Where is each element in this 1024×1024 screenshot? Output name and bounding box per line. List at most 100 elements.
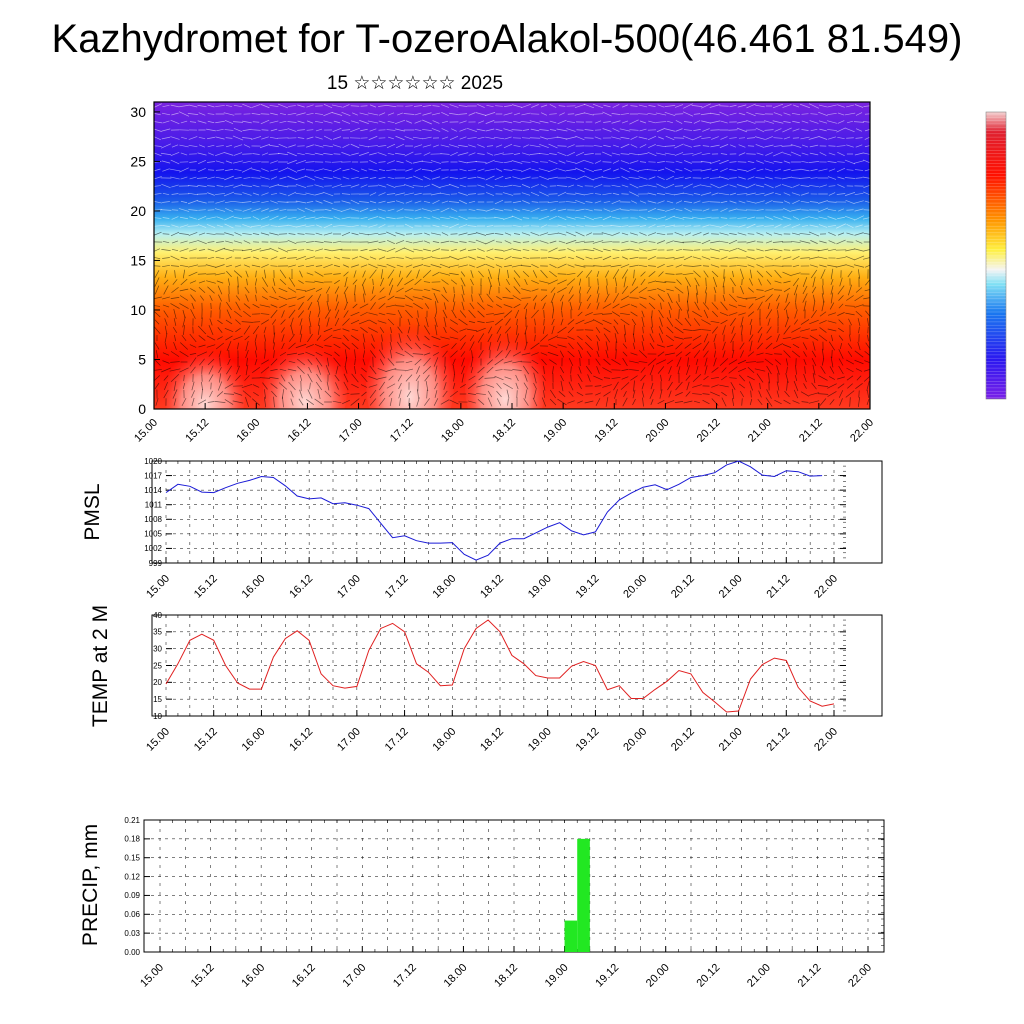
wind-vector: [585, 365, 593, 375]
wind-vector: [224, 215, 234, 221]
wind-vector: [335, 301, 339, 311]
wind-vector: [855, 383, 863, 389]
wind-vector: [764, 129, 774, 131]
wind-vector: [647, 358, 657, 366]
wind-vector: [441, 120, 449, 124]
wind-vector: [225, 240, 233, 244]
wind-vector: [477, 120, 485, 124]
wind-vector: [216, 216, 224, 220]
wind-vector: [741, 398, 743, 406]
wind-vector: [728, 239, 738, 245]
wind-vector: [830, 334, 834, 342]
wind-vector: [765, 271, 773, 277]
wind-vector: [542, 326, 546, 334]
wind-vector: [737, 232, 747, 236]
wind-vector: [801, 209, 809, 211]
wind-vector: [432, 224, 440, 228]
wind-vector: [765, 240, 773, 244]
wind-vector: [547, 256, 559, 260]
wind-vector: [201, 317, 203, 327]
wind-vector: [693, 270, 701, 278]
wind-vector: [746, 223, 756, 229]
wind-vector: [655, 216, 667, 220]
wind-vector: [630, 240, 638, 244]
wind-vector: [603, 121, 611, 123]
wind-vector: [440, 216, 450, 220]
wind-vector: [531, 201, 539, 203]
wind-vector: [703, 375, 709, 381]
wind-vector: [539, 191, 549, 197]
wind-vector: [198, 144, 206, 148]
wind-vector: [246, 278, 248, 286]
wind-vector: [344, 292, 348, 304]
wind-vector: [552, 366, 554, 374]
wind-vector: [271, 319, 277, 325]
wind-vector: [791, 241, 801, 243]
wind-vector: [207, 286, 215, 294]
wind-vector: [547, 200, 559, 204]
wind-vector: [154, 103, 162, 108]
wind-vector: [412, 240, 424, 244]
wind-vector: [486, 225, 494, 227]
wind-vector: [583, 215, 595, 221]
y-tick-label: 25: [130, 153, 146, 169]
wind-vector: [575, 256, 585, 260]
wind-vector: [766, 279, 772, 285]
wind-vector: [703, 232, 709, 236]
wind-vector: [367, 216, 379, 220]
wind-vector: [433, 292, 439, 304]
wind-vector: [534, 334, 536, 342]
wind-vector: [622, 104, 628, 108]
wind-vector: [307, 333, 313, 343]
wind-vector: [757, 301, 763, 311]
wind-vector: [614, 277, 618, 287]
wind-vector: [354, 358, 356, 366]
wind-vector: [468, 400, 476, 404]
wind-vector: [378, 169, 386, 171]
wind-vector: [594, 136, 602, 140]
wind-vector: [566, 176, 576, 180]
wind-vector: [233, 240, 243, 244]
wind-vector: [496, 390, 502, 398]
wind-vector: [709, 224, 721, 228]
wind-vector: [839, 342, 843, 350]
wind-vector: [692, 374, 702, 382]
wind-vector: [533, 372, 537, 384]
wind-vector: [665, 135, 675, 141]
wind-vector: [343, 310, 349, 318]
wind-vector: [512, 184, 522, 188]
wind-vector: [341, 342, 351, 350]
wind-vector: [819, 320, 827, 324]
wind-vector: [423, 288, 431, 292]
wind-vector: [711, 168, 719, 172]
wind-vector: [774, 128, 782, 132]
wind-vector: [342, 328, 350, 332]
wind-vector: [295, 184, 307, 188]
wind-vector: [623, 391, 627, 397]
wind-vector: [858, 269, 860, 279]
wind-vector: [575, 231, 585, 237]
wind-vector: [827, 248, 837, 252]
wind-vector: [273, 396, 275, 408]
wind-vector: [729, 161, 737, 163]
wind-vector: [441, 200, 449, 204]
wind-vector: [809, 144, 819, 148]
wind-vector: [721, 397, 727, 407]
wind-vector: [215, 193, 225, 195]
wind-vector: [189, 216, 197, 220]
wind-vector: [641, 341, 645, 351]
wind-vector: [737, 265, 747, 267]
wind-vector: [207, 241, 215, 243]
wind-vector: [521, 161, 531, 163]
wind-vector: [792, 120, 800, 124]
wind-vector: [549, 216, 557, 220]
wind-vector: [298, 398, 304, 406]
wind-vector: [164, 381, 168, 391]
wind-vector: [306, 169, 314, 171]
wind-vector: [664, 128, 676, 132]
wind-vector: [443, 326, 447, 334]
wind-vector: [810, 269, 818, 279]
wind-vector: [844, 159, 856, 165]
wind-vector: [522, 270, 530, 278]
wind-vector: [522, 241, 530, 243]
